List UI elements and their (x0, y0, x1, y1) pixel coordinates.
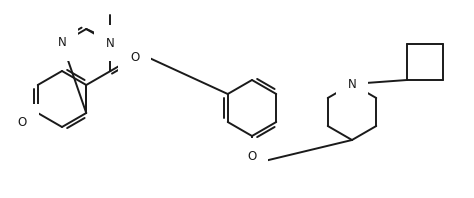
Text: N: N (106, 36, 115, 50)
Text: O: O (247, 149, 256, 163)
Text: N: N (58, 36, 66, 50)
Text: O: O (130, 50, 139, 64)
Text: N: N (347, 77, 356, 90)
Text: O: O (18, 115, 27, 129)
